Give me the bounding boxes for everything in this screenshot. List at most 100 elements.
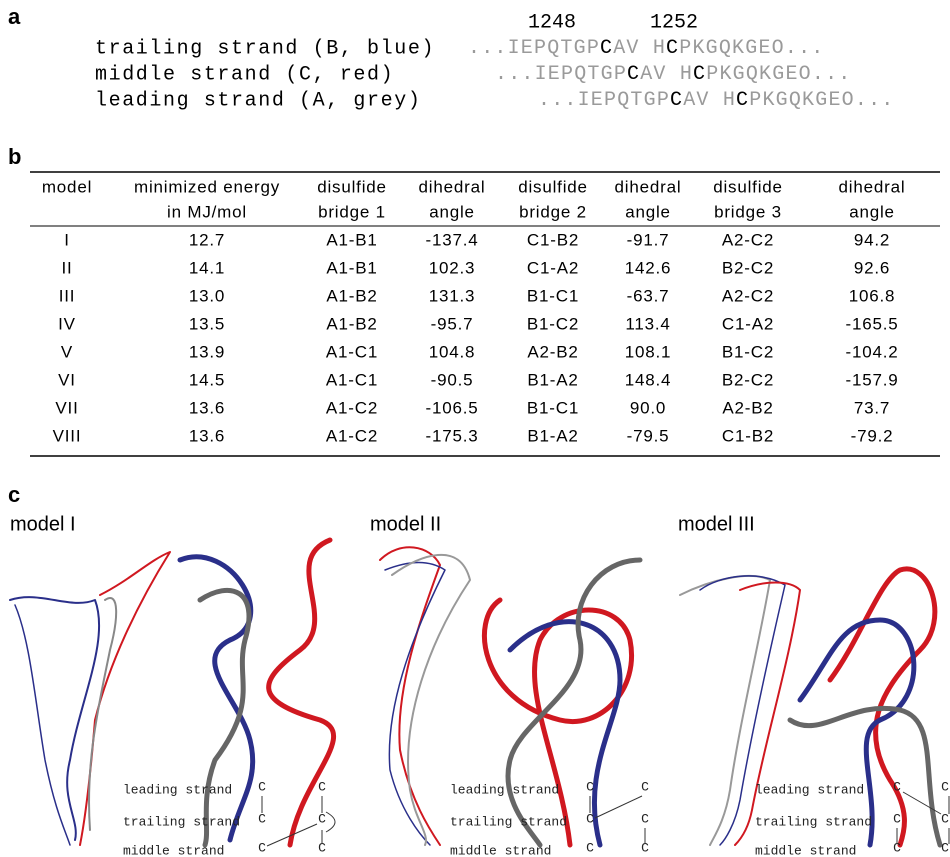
table-cell: 14.1 bbox=[189, 258, 225, 277]
table-cell: 148.4 bbox=[625, 370, 672, 389]
cysteine: C bbox=[600, 37, 613, 60]
cysteine: C bbox=[693, 63, 706, 86]
table-cell: B2-C2 bbox=[722, 258, 774, 277]
table-cell: -91.7 bbox=[627, 230, 670, 249]
sequence-segment: AV H bbox=[640, 63, 693, 86]
residue-label: C bbox=[258, 779, 266, 794]
residue-label: C bbox=[586, 840, 594, 855]
sequence-segment: PKGQKGEO... bbox=[749, 89, 894, 112]
table-cell: -165.5 bbox=[845, 314, 898, 333]
residue-label: C bbox=[941, 811, 949, 826]
table-cell: A2-C2 bbox=[722, 286, 774, 305]
table-cell: A1-C2 bbox=[326, 426, 378, 445]
table-cell: -79.5 bbox=[627, 426, 670, 445]
table-cell: A1-B1 bbox=[326, 230, 377, 249]
table-cell: A1-C2 bbox=[326, 398, 378, 417]
residue-label: C bbox=[641, 811, 649, 826]
table-cell: 14.5 bbox=[189, 370, 225, 389]
table-cell: I bbox=[64, 230, 70, 249]
table-cell: VIII bbox=[53, 426, 82, 445]
table-cell: 13.6 bbox=[189, 398, 225, 417]
sequence: ...IEPQTGPCAV HCPKGQKGEO... bbox=[495, 63, 851, 86]
sequence-segment: PKGQKGEO... bbox=[706, 63, 851, 86]
table-cell: 106.8 bbox=[849, 286, 896, 305]
column-header: minimized energy bbox=[134, 177, 280, 196]
table-cell: 104.8 bbox=[429, 342, 476, 361]
cysteine: C bbox=[666, 37, 679, 60]
model-title: model I bbox=[10, 513, 76, 535]
bond-line bbox=[595, 796, 642, 818]
model-title: model III bbox=[678, 513, 755, 535]
sequence-segment: ...IEPQTGP bbox=[538, 89, 670, 112]
table-cell: A1-B1 bbox=[326, 258, 377, 277]
table-cell: V bbox=[61, 342, 73, 361]
table-cell: C1-B2 bbox=[527, 230, 579, 249]
table-cell: 90.0 bbox=[630, 398, 666, 417]
residue-label: C bbox=[586, 779, 594, 794]
sequence-segment: AV H bbox=[613, 37, 666, 60]
table-cell: A1-C1 bbox=[326, 370, 378, 389]
column-header: dihedral bbox=[839, 177, 906, 196]
table-cell: 13.6 bbox=[189, 426, 225, 445]
column-header: bridge 3 bbox=[714, 202, 782, 221]
strand-label: leading strand bbox=[450, 782, 559, 797]
position-label: 1248 bbox=[528, 11, 576, 34]
table-cell: B1-A2 bbox=[527, 370, 578, 389]
table-cell: -137.4 bbox=[425, 230, 478, 249]
figure: a 1248 1252 trailing strand (B, blue)...… bbox=[0, 0, 950, 857]
panel-label: c bbox=[8, 482, 20, 507]
column-header: bridge 2 bbox=[519, 202, 587, 221]
residue-label: C bbox=[318, 811, 326, 826]
column-header: disulfide bbox=[713, 177, 783, 196]
sequence-segment: ...IEPQTGP bbox=[468, 37, 600, 60]
table-cell: A1-B2 bbox=[326, 286, 377, 305]
position-label: 1252 bbox=[650, 11, 698, 34]
structure-render bbox=[680, 569, 940, 845]
table-cell: 13.5 bbox=[189, 314, 225, 333]
strand-label: middle strand bbox=[123, 843, 224, 857]
column-header: dihedral bbox=[615, 177, 682, 196]
table-cell: B1-C2 bbox=[722, 342, 774, 361]
panel-label: a bbox=[8, 4, 21, 29]
residue-label: C bbox=[941, 779, 949, 794]
residue-label: C bbox=[258, 811, 266, 826]
panel-label: b bbox=[8, 144, 21, 169]
column-header: in MJ/mol bbox=[167, 202, 247, 221]
residue-label: C bbox=[641, 779, 649, 794]
strand-name: middle strand (C, red) bbox=[95, 63, 394, 86]
table-cell: B1-C2 bbox=[527, 314, 579, 333]
table-cell: 108.1 bbox=[625, 342, 672, 361]
table-cell: B1-A2 bbox=[527, 426, 578, 445]
table-cell: B1-C1 bbox=[527, 286, 579, 305]
sequence-segment: AV H bbox=[683, 89, 736, 112]
strand-name: trailing strand (B, blue) bbox=[95, 37, 435, 60]
residue-label: C bbox=[893, 811, 901, 826]
column-header: angle bbox=[429, 202, 475, 221]
table-cell: C1-A2 bbox=[527, 258, 579, 277]
strand-label: trailing strand bbox=[755, 814, 872, 829]
table-cell: VII bbox=[55, 398, 78, 417]
column-header: angle bbox=[849, 202, 895, 221]
table-cell: A1-C1 bbox=[326, 342, 378, 361]
residue-label: C bbox=[893, 779, 901, 794]
cysteine: C bbox=[736, 89, 749, 112]
model-title: model II bbox=[370, 513, 441, 535]
table-cell: -104.2 bbox=[845, 342, 898, 361]
strand-label: leading strand bbox=[755, 782, 864, 797]
table-cell: 13.0 bbox=[189, 286, 225, 305]
table-cell: A2-C2 bbox=[722, 230, 774, 249]
table-cell: 13.9 bbox=[189, 342, 225, 361]
table-cell: 142.6 bbox=[625, 258, 672, 277]
table-cell: -90.5 bbox=[431, 370, 474, 389]
table-cell: -157.9 bbox=[845, 370, 898, 389]
column-header: model bbox=[42, 177, 92, 196]
table-cell: 92.6 bbox=[854, 258, 890, 277]
strand-name: leading strand (A, grey) bbox=[95, 89, 421, 112]
structure-render bbox=[380, 547, 640, 845]
table-cell: -175.3 bbox=[425, 426, 478, 445]
table-cell: B2-C2 bbox=[722, 370, 774, 389]
table-cell: -95.7 bbox=[431, 314, 474, 333]
strand-label: trailing strand bbox=[123, 814, 240, 829]
table-cell: A1-B2 bbox=[326, 314, 377, 333]
